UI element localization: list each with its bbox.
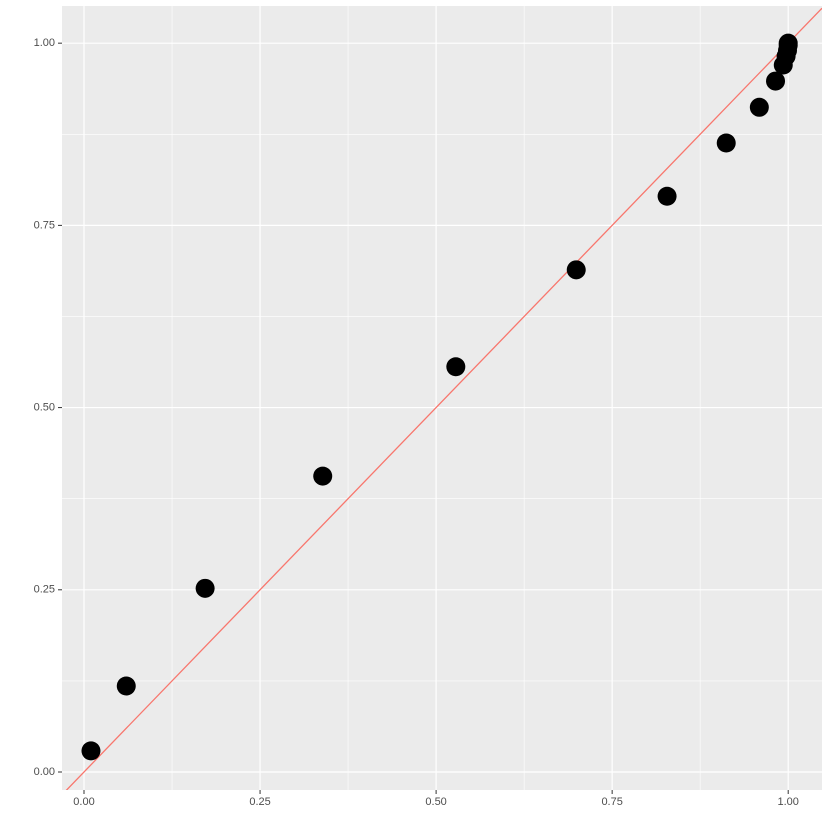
- point: [81, 741, 101, 761]
- y-tick-label: 1.00: [34, 37, 55, 49]
- point: [766, 71, 786, 91]
- point: [566, 260, 586, 280]
- axes: 0.00 0.25 0.50 0.75 1.00 0.00 0.25 0.50 0.75 1.00: [34, 37, 799, 808]
- point: [657, 186, 677, 206]
- point: [716, 133, 736, 153]
- x-tick-label: 0.50: [425, 796, 446, 808]
- point: [446, 357, 466, 377]
- point: [778, 33, 798, 53]
- x-tick-label: 0.00: [73, 796, 94, 808]
- x-tick-label: 1.00: [777, 796, 798, 808]
- point: [313, 466, 333, 486]
- point: [195, 578, 215, 598]
- identity-line: [65, 7, 822, 790]
- y-tick-label: 0.75: [34, 219, 55, 231]
- grid: [62, 6, 822, 790]
- x-tick-label: 0.75: [601, 796, 622, 808]
- y-tick-label: 0.00: [34, 766, 55, 778]
- plot-area: [65, 7, 822, 790]
- y-tick-label: 0.50: [34, 401, 55, 413]
- panel-background: [62, 6, 822, 790]
- point: [749, 97, 769, 117]
- point: [116, 676, 136, 696]
- y-tick-label: 0.25: [34, 584, 55, 596]
- x-tick-label: 0.25: [249, 796, 270, 808]
